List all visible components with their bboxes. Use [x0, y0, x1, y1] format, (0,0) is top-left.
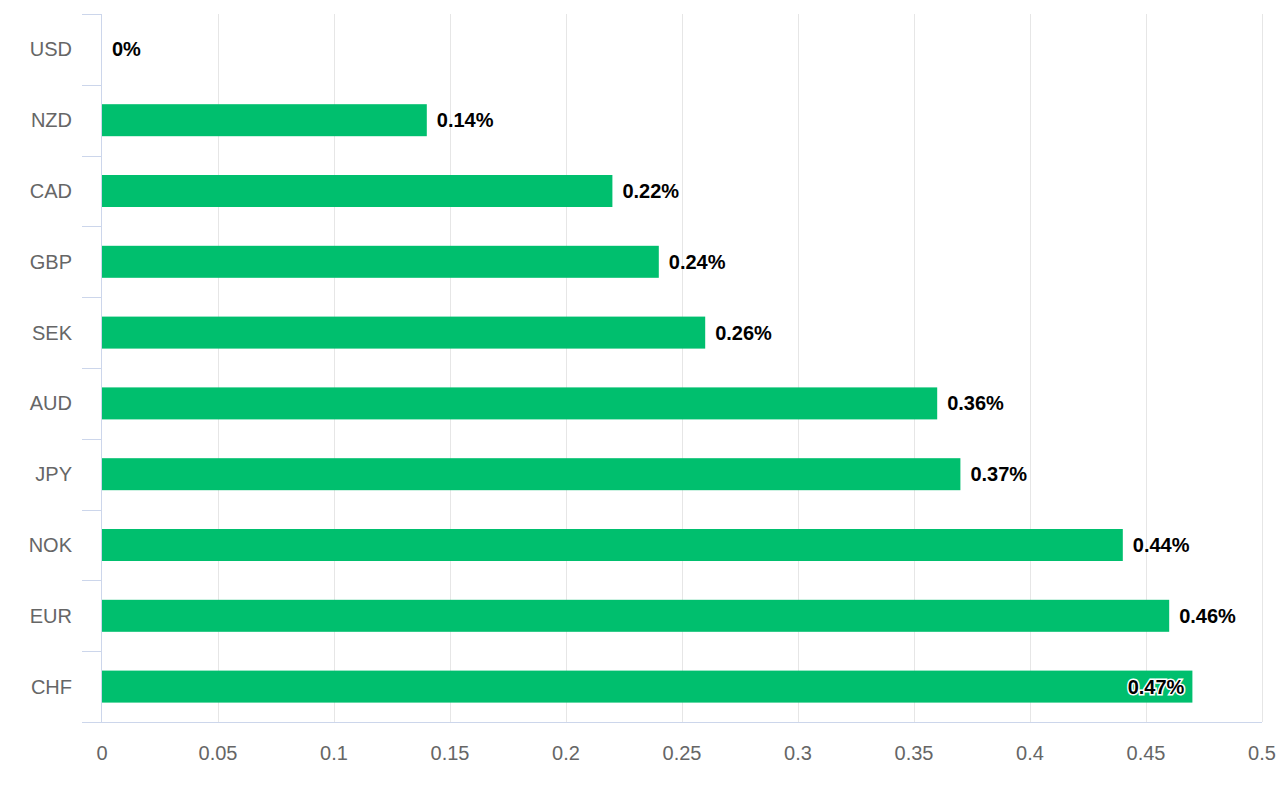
category-separator [82, 722, 102, 723]
category-separator [82, 85, 102, 86]
data-label: 0.37% [970, 463, 1027, 485]
category-label: AUD [30, 392, 72, 414]
category-axis [82, 14, 102, 723]
grid-line [1262, 14, 1263, 722]
category-label: SEK [32, 322, 73, 344]
category-label: CHF [31, 676, 72, 698]
tick-label: 0 [96, 742, 107, 764]
bar [102, 671, 1192, 703]
bars [102, 104, 1192, 702]
category-label: CAD [30, 180, 72, 202]
data-label: 0.14% [437, 109, 494, 131]
data-label: 0.22% [622, 180, 679, 202]
data-label: 0.46% [1179, 605, 1236, 627]
bar [102, 458, 960, 490]
tick-label: 0.25 [663, 742, 702, 764]
data-label: 0% [112, 38, 141, 60]
category-separator [82, 580, 102, 581]
category-label: EUR [30, 605, 72, 627]
data-label: 0.26% [715, 322, 772, 344]
tick-label: 0.1 [320, 742, 348, 764]
tick-label: 0.5 [1248, 742, 1276, 764]
category-label: NZD [31, 109, 72, 131]
chart: USD NZD CAD GBP SEK AUD JPY NOK EUR CHF 0 0.05 0.1 0.… [0, 0, 1280, 786]
tick-label: 0.2 [552, 742, 580, 764]
data-label: 0.44% [1133, 534, 1190, 556]
data-label: 0.47% [1128, 676, 1185, 698]
bar [102, 600, 1169, 632]
category-label: JPY [35, 463, 72, 485]
data-labels: 0% 0.14% 0.22% 0.24% 0.26% 0.36% 0.37% 0.44% 0.4… [112, 38, 1236, 697]
bar [102, 104, 427, 136]
data-label: 0.24% [669, 251, 726, 273]
category-separator [82, 510, 102, 511]
bar [102, 33, 103, 65]
category-label: USD [30, 38, 72, 60]
category-separator [82, 297, 102, 298]
tick-label: 0.05 [199, 742, 238, 764]
bar [102, 246, 659, 278]
category-label: NOK [29, 534, 73, 556]
tick-label: 0.4 [1016, 742, 1044, 764]
tick-label: 0.35 [895, 742, 934, 764]
data-label: 0.36% [947, 392, 1004, 414]
tick-label: 0.15 [431, 742, 470, 764]
category-separator [82, 156, 102, 157]
category-separator [82, 368, 102, 369]
category-separator [82, 439, 102, 440]
value-axis-line [102, 722, 1262, 723]
bar [102, 175, 612, 207]
category-separator [82, 651, 102, 652]
bar [102, 317, 705, 349]
category-separator [82, 14, 102, 15]
tick-label: 0.45 [1127, 742, 1166, 764]
category-separator [82, 226, 102, 227]
tick-label: 0.3 [784, 742, 812, 764]
bar [102, 529, 1123, 561]
category-label: GBP [30, 251, 72, 273]
bar [102, 387, 937, 419]
